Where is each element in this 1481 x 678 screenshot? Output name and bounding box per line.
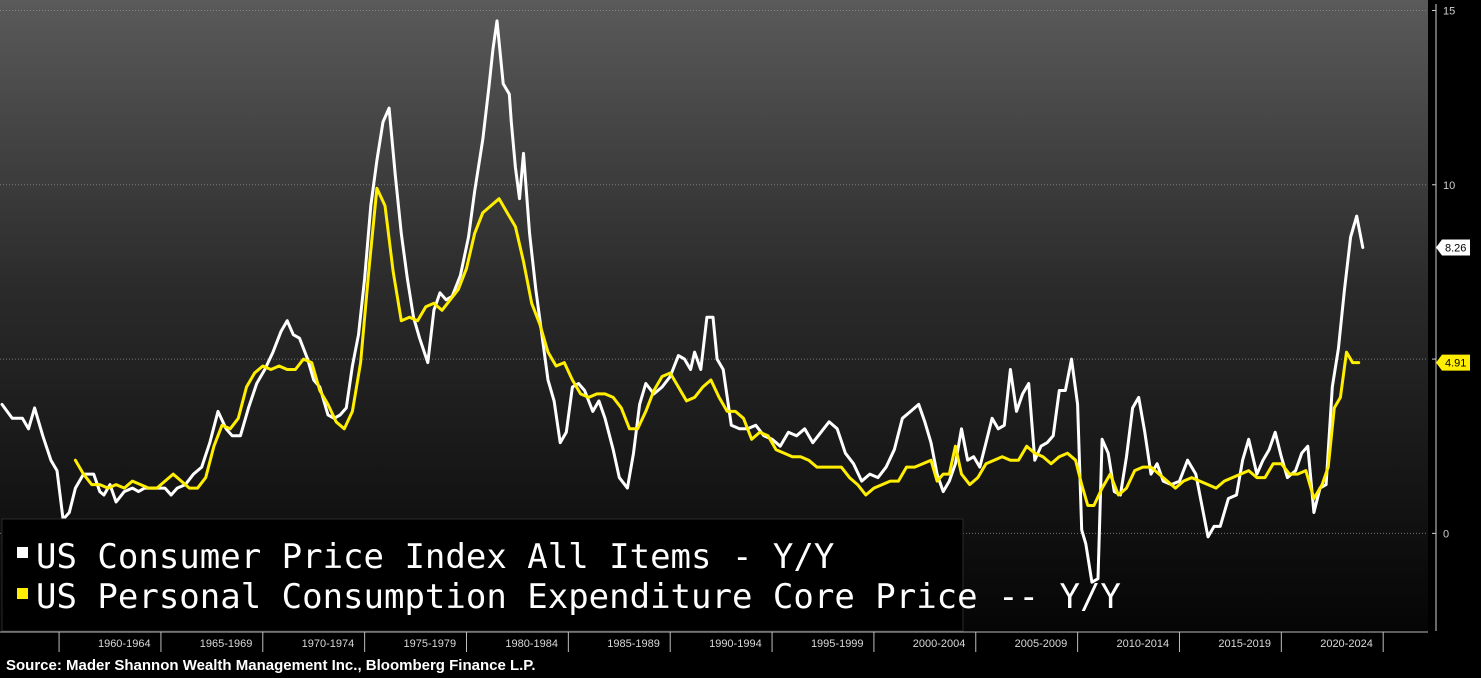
x-tick-label: 1995-1999 xyxy=(811,638,864,650)
x-tick-label: 2010-2014 xyxy=(1117,638,1170,650)
series-group xyxy=(0,19,1365,584)
last-value-tag-label: 4.91 xyxy=(1445,358,1466,370)
x-tick-label: 1980-1984 xyxy=(505,638,558,650)
legend: US Consumer Price Index All Items - Y/Y … xyxy=(1,518,1121,632)
source-note: Source: Mader Shannon Wealth Management … xyxy=(6,657,536,674)
x-tick-label: 1970-1974 xyxy=(302,638,355,650)
series-line-pce xyxy=(73,186,1361,507)
last-value-tag-bg xyxy=(1436,354,1470,371)
legend-label-cpi: US Consumer Price Index All Items - Y/Y xyxy=(36,537,834,577)
x-tick-label: 1975-1979 xyxy=(404,638,457,650)
x-tick-label: 1985-1989 xyxy=(607,638,660,650)
last-value-tag-pce: 4.91 xyxy=(1436,354,1470,371)
y-tick-label: 10 xyxy=(1443,180,1455,192)
last-value-tag-bg xyxy=(1436,239,1470,256)
y-tick-label: 15 xyxy=(1443,5,1455,17)
x-tick-label: 2000-2004 xyxy=(913,638,966,650)
y-tick-label: 0 xyxy=(1443,528,1449,540)
legend-label-pce: US Personal Consumption Expenditure Core… xyxy=(36,577,1121,617)
y-axis: 15 10 0 8.26 4.91 xyxy=(1432,4,1470,631)
series-line-cpi xyxy=(0,19,1365,584)
x-tick-label: 1990-1994 xyxy=(709,638,762,650)
x-tick-label: 1960-1964 xyxy=(98,638,151,650)
x-axis: 1960-1964 1965-1969 1970-1974 1975-1979 1980… xyxy=(0,631,1428,652)
last-value-tag-cpi: 8.26 xyxy=(1436,239,1470,256)
legend-swatch-cpi xyxy=(17,547,28,558)
x-tick-label: 2020-2024 xyxy=(1320,638,1373,650)
legend-swatch-pce xyxy=(17,588,28,599)
x-tick-label: 2015-2019 xyxy=(1218,638,1271,650)
last-value-tag-label: 8.26 xyxy=(1445,243,1466,255)
x-tick-label: 2005-2009 xyxy=(1015,638,1068,650)
legend-box xyxy=(1,518,964,632)
x-tick-label: 1965-1969 xyxy=(200,638,253,650)
